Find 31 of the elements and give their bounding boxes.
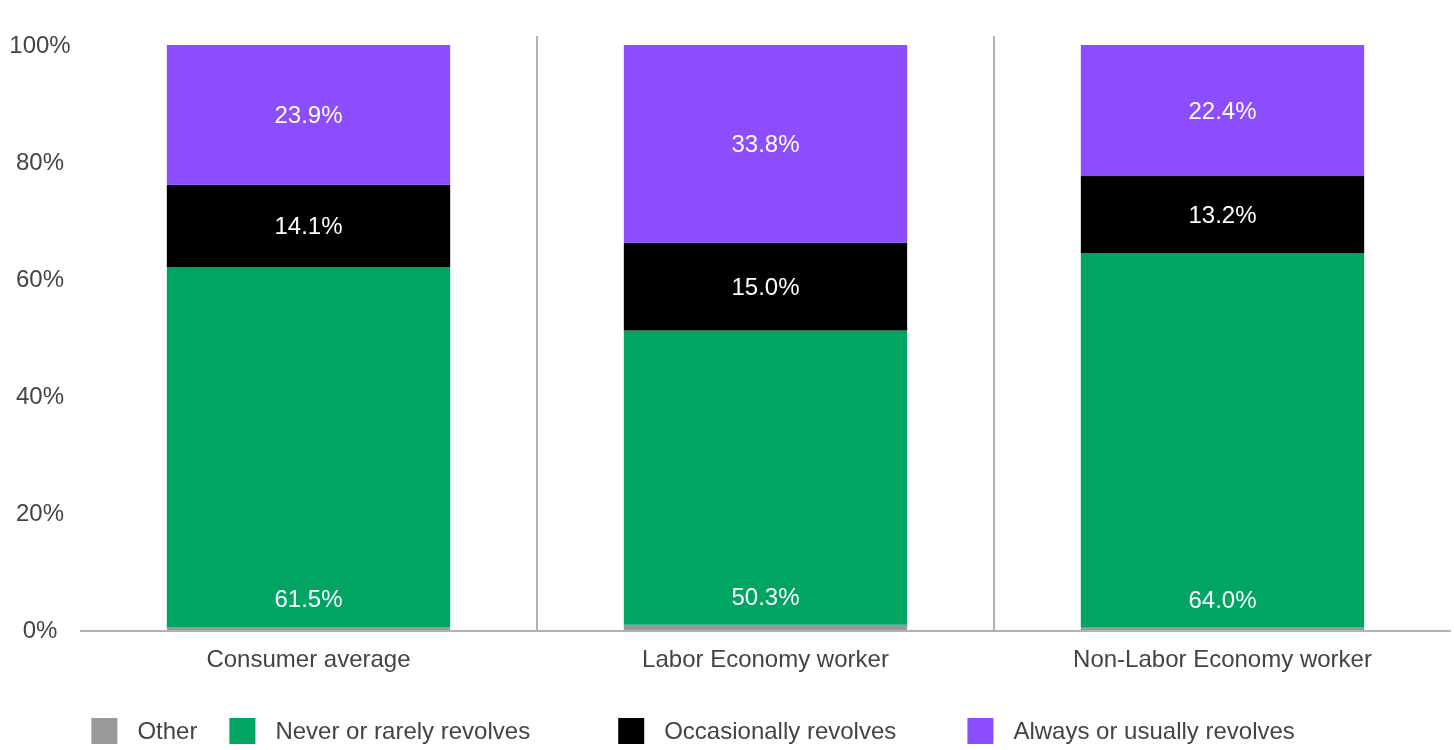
data-label: 13.2% bbox=[1188, 201, 1257, 229]
bar bbox=[623, 45, 908, 243]
x-tick-label: Consumer average bbox=[206, 645, 411, 673]
bar bbox=[1080, 253, 1365, 628]
data-label: 61.5% bbox=[274, 585, 343, 613]
y-tick-label: 20% bbox=[15, 499, 65, 527]
data-label: 15.0% bbox=[731, 273, 800, 301]
bar bbox=[166, 184, 451, 268]
bar bbox=[623, 242, 908, 331]
data-label: 14.1% bbox=[274, 212, 343, 240]
bar bbox=[623, 330, 908, 625]
data-label: 22.4% bbox=[1188, 96, 1257, 124]
data-label: 50.3% bbox=[731, 583, 800, 611]
y-tick-label: 40% bbox=[15, 382, 65, 410]
y-tick-label: 80% bbox=[15, 148, 65, 176]
data-label: 23.9% bbox=[274, 101, 343, 129]
bar bbox=[1080, 45, 1365, 177]
legend-label: Occasionally revolves bbox=[664, 717, 897, 745]
legend-label: Always or usually revolves bbox=[1013, 717, 1295, 745]
legend-label: Never or rarely revolves bbox=[275, 717, 531, 745]
bar bbox=[166, 267, 451, 628]
y-tick-label: 100% bbox=[9, 31, 71, 59]
data-label: 64.0% bbox=[1188, 586, 1257, 614]
legend-label: Other bbox=[137, 717, 198, 745]
x-tick-label: Labor Economy worker bbox=[642, 645, 889, 673]
bar bbox=[166, 45, 451, 185]
y-tick-label: 0% bbox=[22, 616, 58, 644]
y-tick-label: 60% bbox=[15, 265, 65, 293]
x-tick-label: Non-Labor Economy worker bbox=[1073, 645, 1372, 673]
data-label: 33.8% bbox=[731, 130, 800, 158]
bar bbox=[1080, 176, 1365, 254]
